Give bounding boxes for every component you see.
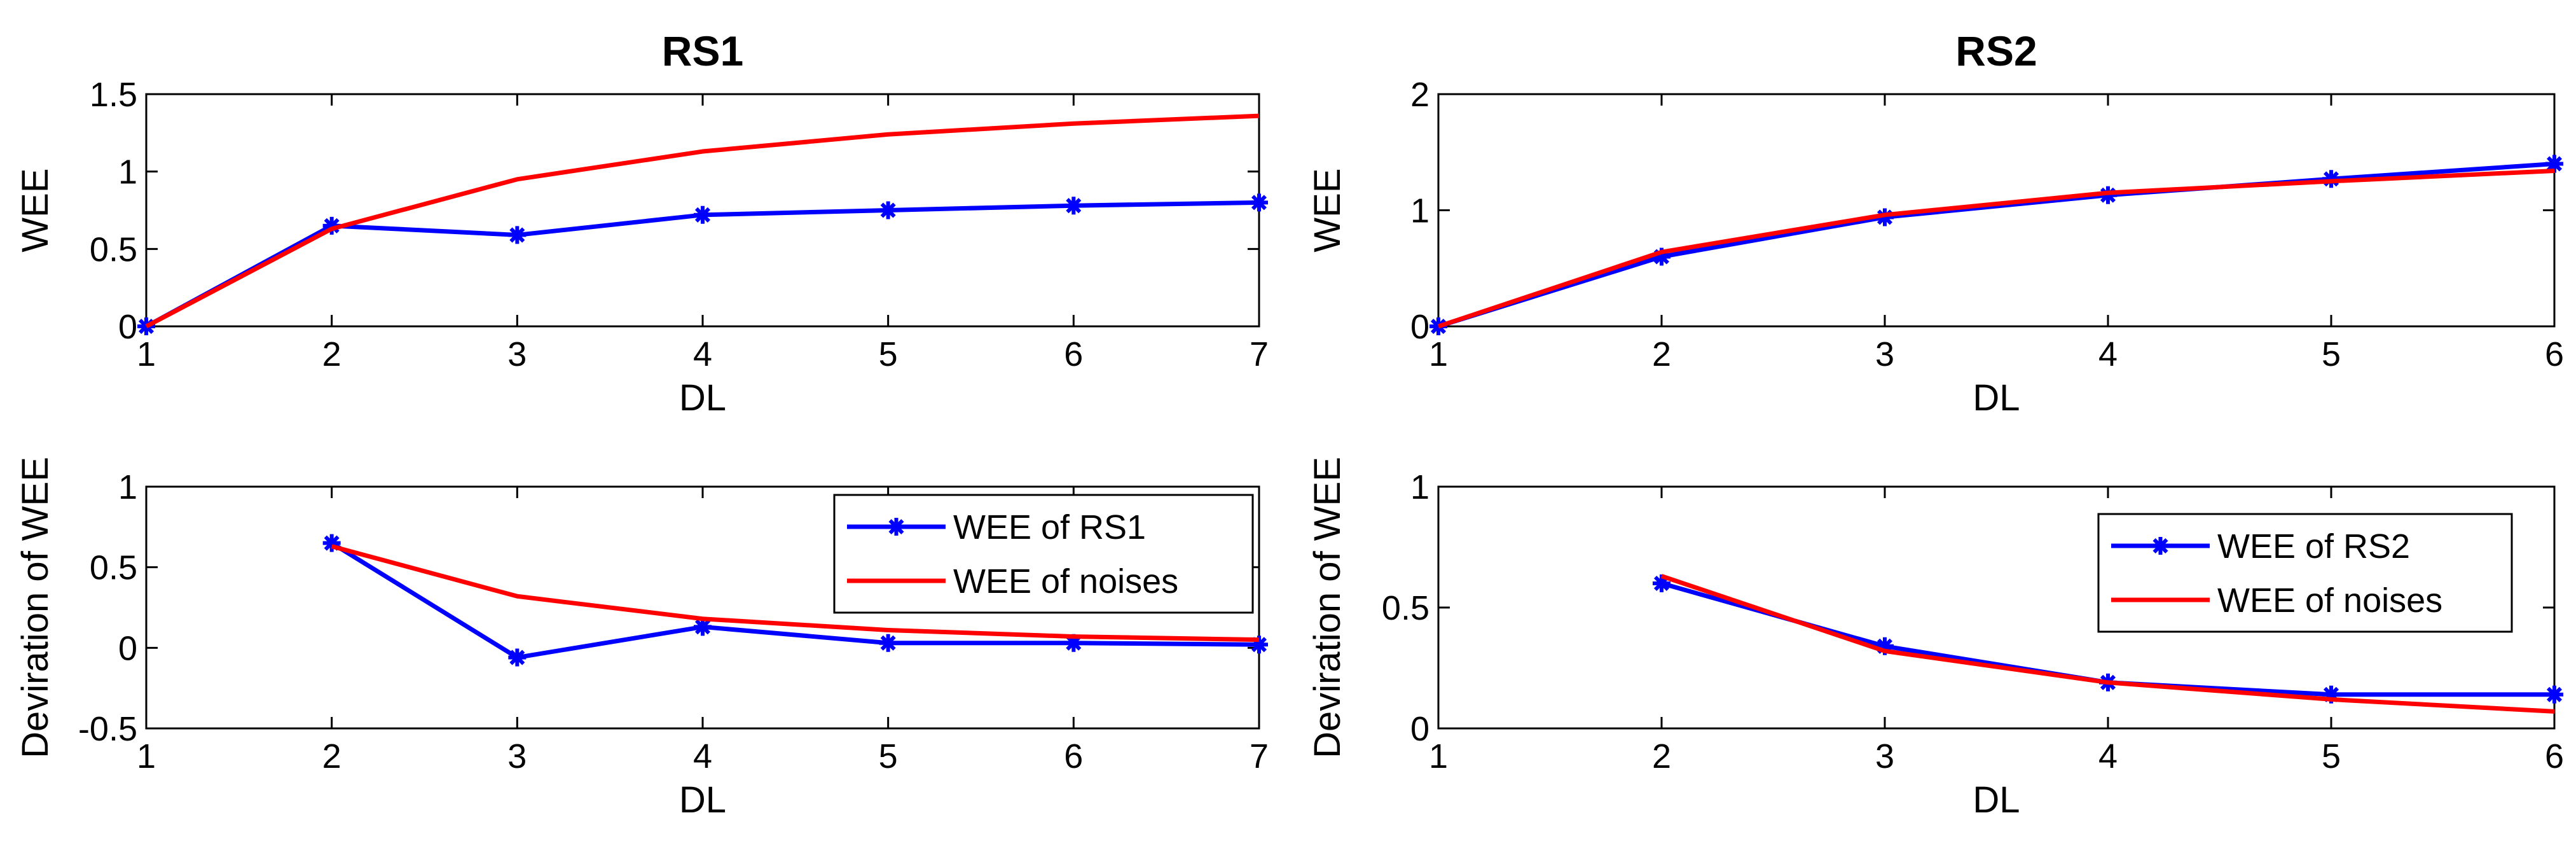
chart3-xtick-label: 5 — [2322, 737, 2341, 775]
chart1-ylabel: WEE — [1307, 168, 1348, 252]
chart2-series-line-blue — [330, 541, 1260, 660]
chart0-xtick-label: 6 — [1064, 335, 1083, 373]
chart0-data-point — [322, 216, 341, 235]
chart2-legend-label: WEE of noises — [953, 562, 1178, 601]
chart2-data-point — [694, 618, 712, 636]
chart3-xtick-label: 6 — [2545, 737, 2564, 775]
chart2-ytick-label: 0.5 — [90, 549, 137, 587]
chart2-xtick-label: 2 — [322, 737, 341, 775]
chart3-xlabel: DL — [1973, 779, 2020, 821]
chart1-xtick-label: 6 — [2545, 335, 2564, 373]
chart0-data-point — [879, 201, 897, 219]
chart0-xtick-label: 7 — [1250, 335, 1269, 373]
chart2-xtick-label: 4 — [693, 737, 712, 775]
chart1-xtick-label: 3 — [1875, 335, 1894, 373]
chart3-legend-marker — [2151, 537, 2170, 555]
chart1-xtick-label: 5 — [2322, 335, 2341, 373]
chart0-xtick-label: 5 — [879, 335, 898, 373]
chart1-ytick-label: 2 — [1410, 76, 1429, 114]
chart1-series-line-blue — [1437, 162, 2555, 329]
chart0-ylabel: WEE — [15, 168, 56, 252]
chart1-data-point — [2545, 155, 2563, 173]
chart2-legend: WEE of RS1 WEE of noises — [833, 494, 1254, 614]
chart2-series-line-red — [331, 544, 1260, 643]
chart2-xtick-label: 1 — [137, 737, 156, 775]
chart0-xtick-label: 2 — [322, 335, 341, 373]
chart3-ytick-label: 0 — [1410, 710, 1429, 748]
chart0-data-point — [694, 205, 712, 224]
chart1-ytick-label: 0 — [1410, 308, 1429, 346]
chart0-xtick-label: 1 — [137, 335, 156, 373]
chart2-data-point — [1250, 636, 1268, 654]
chart3-data-point — [2322, 685, 2340, 704]
chart2-data-point — [508, 648, 527, 667]
chart2-ylabel: Deviration of WEE — [15, 457, 56, 758]
chart2-xtick-label: 5 — [879, 737, 898, 775]
chart3-ytick-label: 1 — [1410, 468, 1429, 506]
chart3-data-point — [1876, 637, 1894, 655]
panel-rs2-deviation: 1 2 3 4 5 6 0 0.5 1 DL Deviration of WEE WEE of RS2… — [1307, 457, 2564, 821]
panel-rs1-wee: 1 2 3 4 5 6 7 0 0.5 1 1.5 RS1 DL WEE — [15, 27, 1269, 419]
chart1-data-point — [1876, 208, 1894, 226]
chart0-series-line-red — [145, 113, 1260, 329]
chart0-xtick-label: 4 — [693, 335, 712, 373]
chart2-legend-label: WEE of RS1 — [953, 508, 1146, 546]
panel-rs1-deviation: 1 2 3 4 5 6 7 -0.5 0 0.5 1 DL Deviration of WEE WEE o… — [15, 457, 1269, 821]
chart3-xtick-label: 4 — [2098, 737, 2118, 775]
chart1-data-point — [2099, 186, 2117, 204]
chart2-ytick-label: -0.5 — [78, 710, 137, 748]
chart1-xtick-label: 2 — [1652, 335, 1671, 373]
chart2-data-point — [879, 634, 897, 652]
chart0-ytick-label: 0 — [118, 308, 137, 346]
chart3-xtick-label: 2 — [1652, 737, 1671, 775]
chart3-data-point — [1653, 574, 1670, 592]
chart2-xtick-label: 7 — [1250, 737, 1269, 775]
chart0-ytick-label: 1 — [118, 153, 137, 191]
chart2-legend-marker — [887, 518, 906, 536]
chart1-xtick-label: 4 — [2098, 335, 2118, 373]
chart1-data-point — [2322, 170, 2340, 188]
chart3-ylabel: Deviration of WEE — [1307, 457, 1348, 758]
chart1-data-point — [1653, 247, 1670, 266]
chart1-series-line-red — [1437, 168, 2555, 329]
chart3-ytick-label: 0.5 — [1382, 589, 1429, 627]
chart2-data-point — [322, 534, 341, 552]
chart1-title: RS2 — [1955, 27, 2037, 74]
chart0-xlabel: DL — [679, 377, 726, 419]
chart1-axes-box — [1437, 93, 2556, 328]
chart2-ytick-label: 1 — [118, 468, 137, 506]
chart0-ytick-label: 1.5 — [90, 76, 137, 114]
chart3-xtick-label: 1 — [1429, 737, 1448, 775]
chart2-xtick-label: 6 — [1064, 737, 1083, 775]
chart3-series-line-red — [1660, 574, 2555, 714]
chart0-ytick-label: 0.5 — [90, 230, 137, 268]
chart0-data-point — [1064, 197, 1083, 215]
chart3-xtick-label: 3 — [1875, 737, 1894, 775]
chart1-xlabel: DL — [1973, 377, 2020, 419]
chart2-xlabel: DL — [679, 779, 726, 821]
chart3-legend-label: WEE of RS2 — [2217, 527, 2410, 566]
chart0-title: RS1 — [662, 27, 743, 74]
chart3-data-point — [2545, 685, 2563, 704]
chart1-xtick-label: 1 — [1429, 335, 1448, 373]
chart2-legend-box — [833, 494, 1254, 614]
chart0-data-point — [508, 226, 527, 244]
chart3-legend-box — [2097, 513, 2513, 633]
chart2-data-point — [1064, 634, 1083, 652]
chart0-data-point — [1250, 193, 1268, 212]
chart0-xtick-label: 3 — [507, 335, 527, 373]
chart2-ytick-label: 0 — [118, 629, 137, 667]
chart1-ytick-label: 1 — [1410, 192, 1429, 230]
chart2-xtick-label: 3 — [507, 737, 527, 775]
chart3-legend-label: WEE of noises — [2217, 581, 2442, 620]
chart3-legend: WEE of RS2 WEE of noises — [2097, 513, 2513, 633]
